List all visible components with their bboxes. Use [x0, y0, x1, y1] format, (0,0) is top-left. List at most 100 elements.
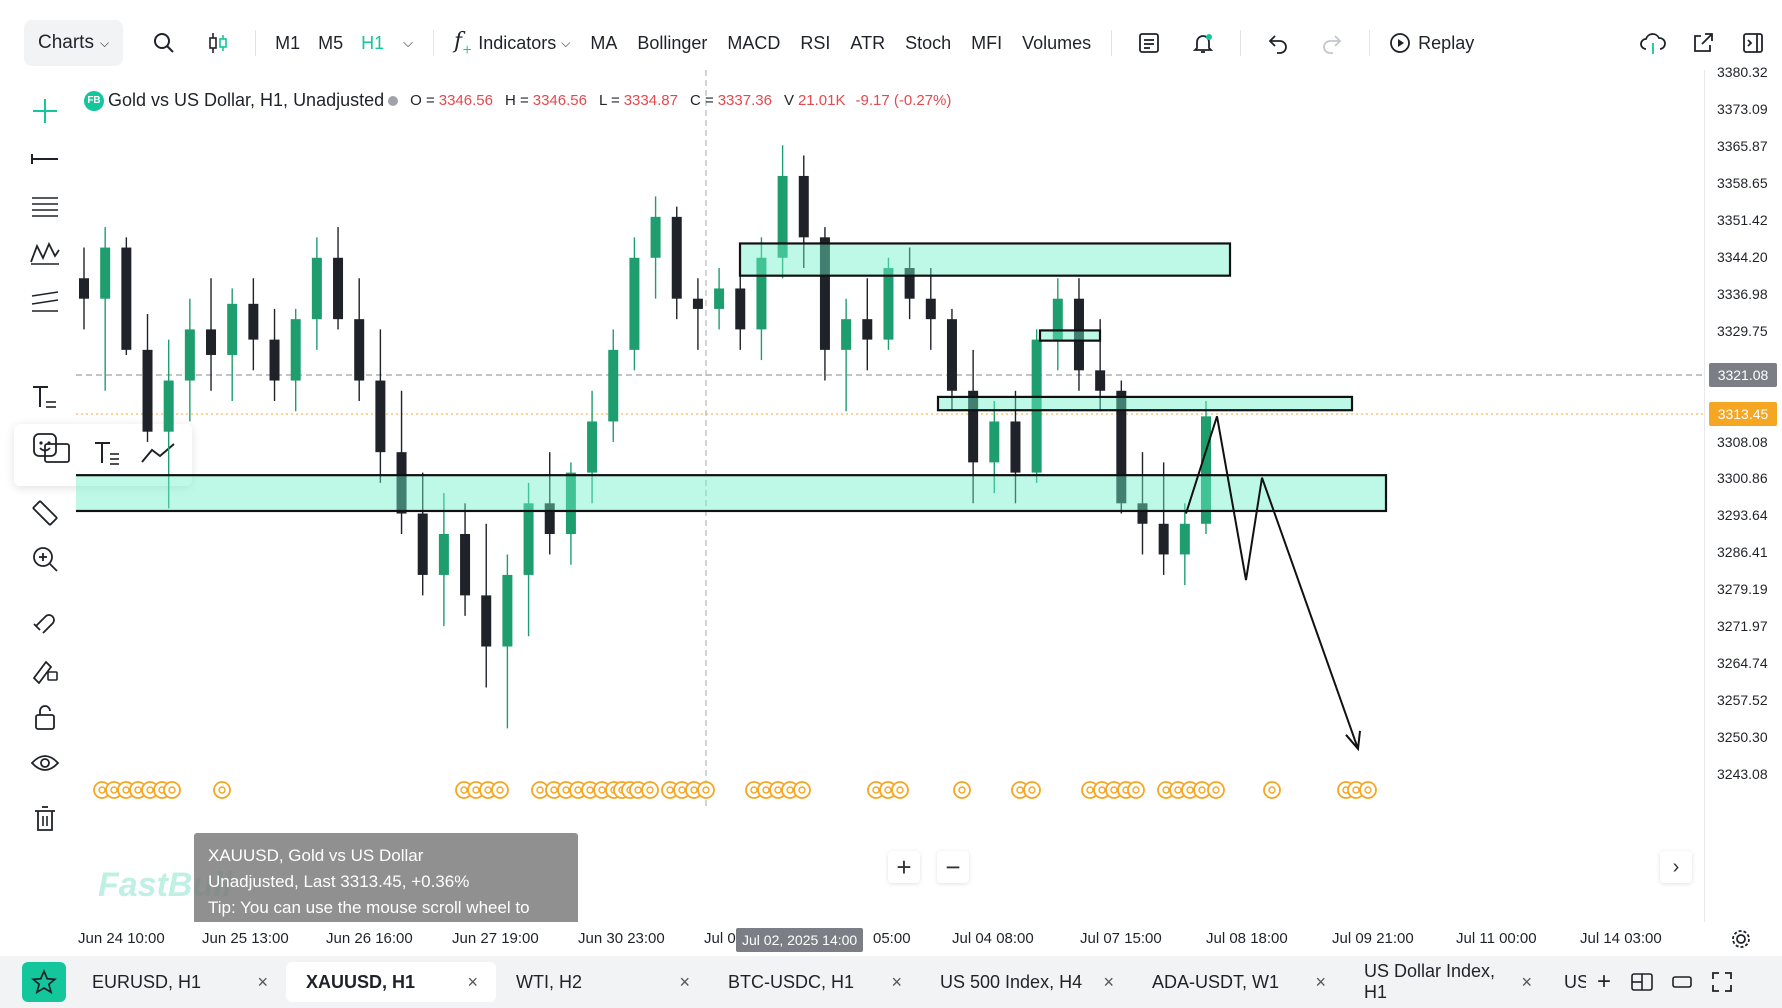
- close-icon[interactable]: ×: [467, 971, 478, 992]
- candle-body[interactable]: [142, 349, 153, 432]
- charts-menu-button[interactable]: Charts ⌵: [24, 20, 124, 66]
- tab-btc-usdc[interactable]: BTC-USDC, H1 ×: [708, 962, 920, 1002]
- indicator-mfi[interactable]: MFI: [971, 32, 1003, 53]
- candle-body[interactable]: [184, 329, 195, 381]
- crosshair-icon[interactable]: [28, 94, 62, 128]
- trash-icon[interactable]: [28, 802, 62, 836]
- indicator-stoch[interactable]: Stoch: [905, 32, 952, 53]
- cloud-sync-icon[interactable]: [1638, 28, 1668, 58]
- economic-event-icon[interactable]: [953, 781, 971, 799]
- economic-event-icon[interactable]: [1207, 781, 1225, 799]
- candle-body[interactable]: [290, 319, 301, 381]
- candle-body[interactable]: [841, 319, 852, 350]
- chart-settings-gear-icon[interactable]: [1730, 928, 1752, 955]
- candle-body[interactable]: [121, 247, 132, 350]
- eye-visibility-icon[interactable]: [28, 746, 62, 780]
- candle-body[interactable]: [1095, 370, 1106, 391]
- candle-body[interactable]: [608, 349, 619, 422]
- layout-split-icon[interactable]: [1622, 973, 1662, 991]
- share-icon[interactable]: [1688, 28, 1718, 58]
- symbol-title[interactable]: Gold vs US Dollar, H1, Unadjusted: [108, 90, 385, 110]
- collapse-panel-icon[interactable]: [1738, 28, 1768, 58]
- zoom-plus-button[interactable]: +: [888, 851, 920, 883]
- economic-event-icon[interactable]: [793, 781, 811, 799]
- economic-event-icon[interactable]: [697, 781, 715, 799]
- candle-body[interactable]: [798, 175, 809, 238]
- replay-button[interactable]: Replay: [1388, 0, 1474, 86]
- path-tool-icon[interactable]: [140, 440, 178, 471]
- economic-event-icon[interactable]: [163, 781, 181, 799]
- tab-us-truncated[interactable]: US: [1550, 962, 1586, 1002]
- price-chart[interactable]: [76, 70, 1704, 922]
- candle-body[interactable]: [79, 278, 89, 299]
- candle-body[interactable]: [354, 319, 365, 381]
- candle-body[interactable]: [269, 339, 280, 381]
- candle-body[interactable]: [735, 288, 746, 330]
- candle-body[interactable]: [460, 533, 471, 596]
- timeframe-h1[interactable]: H1: [361, 32, 385, 53]
- resistance-zone-upper[interactable]: [738, 242, 1232, 277]
- candle-body[interactable]: [819, 237, 830, 350]
- redo-icon[interactable]: [1317, 28, 1347, 58]
- economic-event-icon[interactable]: [213, 781, 231, 799]
- timeframe-m1[interactable]: M1: [275, 32, 301, 53]
- indicator-atr[interactable]: ATR: [850, 32, 886, 53]
- candle-body[interactable]: [163, 380, 174, 432]
- unlock-icon[interactable]: [28, 700, 62, 734]
- candle-body[interactable]: [311, 257, 322, 320]
- indicator-rsi[interactable]: RSI: [800, 32, 831, 53]
- tab-wti[interactable]: WTI, H2 ×: [496, 962, 708, 1002]
- tab-us-dollar-index[interactable]: US Dollar Index, H1 ×: [1344, 961, 1550, 1002]
- support-zone[interactable]: [76, 474, 1388, 513]
- close-icon[interactable]: ×: [257, 971, 268, 992]
- fullscreen-icon[interactable]: [1702, 972, 1742, 992]
- close-icon[interactable]: ×: [1521, 971, 1532, 992]
- candle-body[interactable]: [925, 298, 936, 320]
- trend-line-icon[interactable]: [28, 142, 62, 176]
- candle-body[interactable]: [417, 513, 428, 575]
- economic-event-icon[interactable]: [891, 781, 909, 799]
- undo-icon[interactable]: [1263, 28, 1293, 58]
- scroll-right-button[interactable]: ›: [1660, 851, 1692, 883]
- candle-body[interactable]: [629, 257, 640, 350]
- templates-icon[interactable]: [1134, 28, 1164, 58]
- candle-body[interactable]: [1010, 421, 1021, 473]
- candle-body[interactable]: [1137, 503, 1148, 524]
- fib-retracement-icon[interactable]: [28, 190, 62, 224]
- candle-body[interactable]: [248, 303, 259, 340]
- economic-event-icon[interactable]: [1359, 781, 1377, 799]
- indicator-volumes[interactable]: Volumes: [1022, 32, 1092, 53]
- candle-body[interactable]: [714, 288, 725, 309]
- candle-body[interactable]: [523, 503, 534, 575]
- economic-event-icon[interactable]: [1263, 781, 1281, 799]
- candle-body[interactable]: [946, 319, 957, 391]
- economic-event-icon[interactable]: [1023, 781, 1041, 799]
- projection-path-drawing[interactable]: [1185, 416, 1359, 750]
- candle-body[interactable]: [544, 503, 555, 534]
- candle-body[interactable]: [862, 319, 873, 340]
- candle-body[interactable]: [756, 257, 767, 330]
- indicator-bollinger[interactable]: Bollinger: [637, 32, 708, 53]
- text-tool-icon[interactable]: [92, 438, 122, 473]
- zone-at-last-price[interactable]: [936, 395, 1354, 412]
- chart-type-candles-icon[interactable]: [203, 28, 233, 58]
- tab-us500[interactable]: US 500 Index, H4 ×: [920, 962, 1132, 1002]
- candle-body[interactable]: [396, 452, 407, 514]
- rectangle-tool-icon[interactable]: [42, 440, 72, 471]
- candle-body[interactable]: [438, 533, 449, 575]
- tab-xauusd[interactable]: XAUUSD, H1 ×: [286, 962, 496, 1002]
- candle-body[interactable]: [692, 298, 703, 309]
- candle-body[interactable]: [333, 257, 344, 320]
- candle-body[interactable]: [1052, 298, 1063, 340]
- zoom-in-icon[interactable]: [28, 542, 62, 576]
- candle-body[interactable]: [1116, 390, 1127, 504]
- ruler-icon[interactable]: [28, 496, 62, 530]
- layout-single-icon[interactable]: [1662, 974, 1702, 990]
- indicators-button[interactable]: f+ Indicators ⌵: [454, 0, 570, 86]
- candle-body[interactable]: [1158, 523, 1169, 555]
- text-annotation-icon[interactable]: [28, 380, 62, 414]
- channel-icon[interactable]: [28, 284, 62, 318]
- small-zone[interactable]: [1038, 329, 1102, 342]
- indicator-macd[interactable]: MACD: [727, 32, 781, 53]
- zoom-minus-button[interactable]: −: [937, 851, 969, 883]
